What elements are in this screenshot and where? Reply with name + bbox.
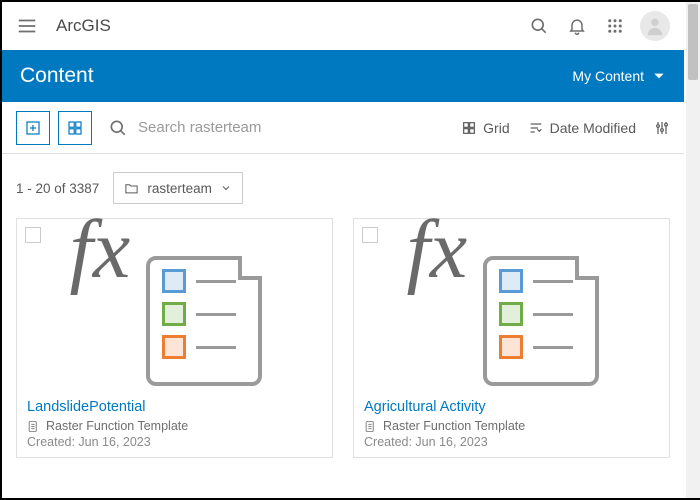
app-launcher-button[interactable] bbox=[58, 111, 92, 145]
menu-icon[interactable] bbox=[16, 15, 38, 37]
raster-fx-icon: fx bbox=[70, 226, 280, 386]
search-icon[interactable] bbox=[520, 7, 558, 45]
item-date: Created: Jun 16, 2023 bbox=[364, 435, 659, 449]
grid-icon bbox=[461, 120, 477, 136]
scrollbar[interactable] bbox=[686, 2, 700, 498]
search-input[interactable] bbox=[138, 119, 358, 136]
search-field-icon bbox=[108, 118, 128, 138]
item-card[interactable]: fx Agricultural Activity bbox=[353, 218, 670, 458]
item-type-label: Raster Function Template bbox=[383, 419, 525, 433]
sliders-icon bbox=[654, 120, 670, 136]
item-type-icon bbox=[27, 420, 40, 433]
notifications-icon[interactable] bbox=[558, 7, 596, 45]
chevron-down-icon bbox=[220, 182, 232, 194]
content-scope-dropdown[interactable]: My Content bbox=[572, 68, 666, 84]
item-thumbnail: fx bbox=[17, 219, 332, 393]
folder-icon bbox=[124, 181, 139, 196]
scrollbar-thumb[interactable] bbox=[688, 4, 698, 80]
user-avatar[interactable] bbox=[640, 11, 670, 41]
content-scope-label: My Content bbox=[572, 68, 644, 84]
item-card[interactable]: fx LandslidePotential bbox=[16, 218, 333, 458]
sort-label: Date Modified bbox=[550, 120, 636, 136]
brand-label: ArcGIS bbox=[56, 16, 111, 36]
select-checkbox[interactable] bbox=[25, 227, 41, 243]
item-type-icon bbox=[364, 420, 377, 433]
item-type-label: Raster Function Template bbox=[46, 419, 188, 433]
add-item-button[interactable] bbox=[16, 111, 50, 145]
item-date: Created: Jun 16, 2023 bbox=[27, 435, 322, 449]
view-toggle[interactable]: Grid bbox=[461, 120, 509, 136]
filter-settings-button[interactable] bbox=[654, 120, 670, 136]
item-thumbnail: fx bbox=[354, 219, 669, 393]
item-title[interactable]: Agricultural Activity bbox=[364, 399, 659, 415]
view-toggle-label: Grid bbox=[483, 120, 509, 136]
item-title[interactable]: LandslidePotential bbox=[27, 399, 322, 415]
result-count: 1 - 20 of 3387 bbox=[16, 181, 99, 196]
folder-dropdown[interactable]: rasterteam bbox=[113, 172, 243, 204]
folder-name: rasterteam bbox=[147, 181, 212, 196]
sort-icon bbox=[528, 120, 544, 136]
sort-control[interactable]: Date Modified bbox=[528, 120, 636, 136]
page-title: Content bbox=[20, 64, 94, 88]
raster-fx-icon: fx bbox=[407, 226, 617, 386]
caret-down-icon bbox=[652, 69, 666, 83]
select-checkbox[interactable] bbox=[362, 227, 378, 243]
apps-icon[interactable] bbox=[596, 7, 634, 45]
